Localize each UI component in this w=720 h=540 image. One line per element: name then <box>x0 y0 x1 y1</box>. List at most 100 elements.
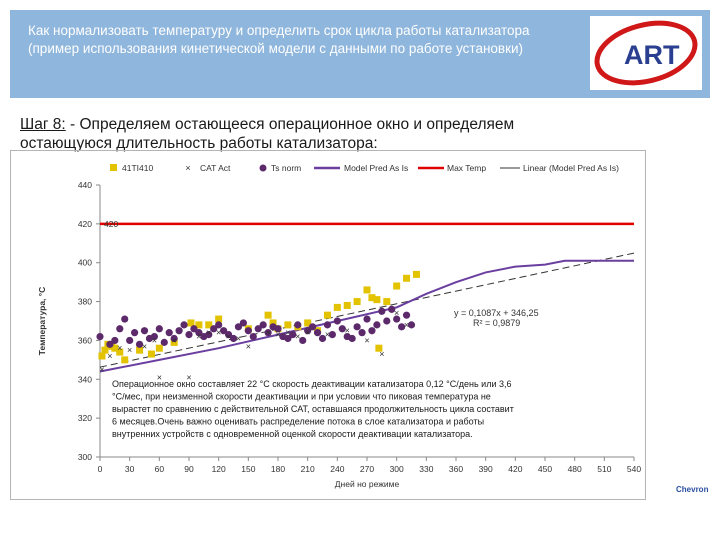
x-tick-label: 0 <box>98 464 103 474</box>
chevron-logo: Chevron <box>676 485 709 494</box>
y-tick-label: 360 <box>78 335 92 345</box>
y-tick-label: 440 <box>78 180 92 190</box>
legend-label-cat-act: CAT Act <box>200 163 231 173</box>
x-tick-label: 450 <box>538 464 552 474</box>
point-ts-norm <box>284 334 292 343</box>
point-ts-norm <box>220 327 228 335</box>
trend-r-squared: R² = 0,9879 <box>473 318 520 328</box>
point-cat-act: × <box>265 328 270 338</box>
point-cat-act: × <box>236 333 241 343</box>
point-ts-norm <box>224 331 233 339</box>
x-tick-label: 510 <box>597 464 611 474</box>
point-ts-norm <box>239 319 247 327</box>
point-ts-norm <box>323 321 332 329</box>
point-41ti410 <box>170 338 178 346</box>
point-ts-norm <box>131 329 139 337</box>
x-tick-label: 390 <box>479 464 493 474</box>
point-cat-act: × <box>99 365 104 375</box>
x-tick-label: 330 <box>419 464 433 474</box>
point-cat-act: × <box>325 330 330 340</box>
point-cat-act: × <box>206 328 211 338</box>
point-41ti410 <box>187 319 195 327</box>
point-cat-act: × <box>226 332 231 342</box>
point-ts-norm <box>309 323 317 331</box>
annotation-line: внутренних устройств с одновременной оце… <box>112 429 473 439</box>
point-cat-act: × <box>196 332 201 342</box>
point-41ti410 <box>116 348 124 356</box>
art-logo: ART <box>590 16 702 90</box>
page-title-line-2: (пример использования кинетической модел… <box>28 41 524 56</box>
point-41ti410 <box>368 294 376 302</box>
point-ts-norm <box>234 323 243 331</box>
legend-label-ts-norm: Ts norm <box>271 163 301 173</box>
point-ts-norm <box>274 325 282 333</box>
point-cat-act: × <box>117 343 122 353</box>
point-ts-norm <box>338 325 346 333</box>
page-title: Как нормализовать температуру и определи… <box>28 22 578 58</box>
legend-label-linear-trend: Linear (Model Pred As Is) <box>523 163 619 173</box>
annotation-line: 6 месяцев.Очень важно оценивать распреде… <box>112 417 484 427</box>
annotation-line: °С/мес, при неизменной скорости деактива… <box>112 392 491 402</box>
point-ts-norm <box>244 327 252 335</box>
point-ts-norm <box>229 334 238 343</box>
point-41ti410 <box>155 344 163 352</box>
point-41ti410 <box>375 344 383 352</box>
point-ts-norm <box>170 334 178 343</box>
legend-marker-cat-act: × <box>185 163 190 173</box>
point-ts-norm <box>348 334 356 343</box>
trend-equation: y = 0,1087x + 346,25 <box>454 308 539 318</box>
x-tick-label: 360 <box>449 464 463 474</box>
point-ts-norm <box>402 311 411 319</box>
logo-text: ART <box>624 40 680 70</box>
point-ts-norm <box>388 305 396 313</box>
point-ts-norm <box>205 331 213 339</box>
point-41ti410 <box>205 321 213 329</box>
point-ts-norm <box>264 329 272 337</box>
x-tick-label: 150 <box>241 464 255 474</box>
y-tick-label: 300 <box>78 452 92 462</box>
x-tick-label: 120 <box>212 464 226 474</box>
step-dash: - <box>65 116 80 133</box>
point-41ti410 <box>98 352 106 360</box>
point-ts-norm <box>259 321 267 329</box>
x-tick-label: 540 <box>627 464 641 474</box>
point-41ti410 <box>333 303 341 311</box>
point-ts-norm <box>304 327 312 335</box>
point-ts-norm <box>254 325 262 333</box>
point-ts-norm <box>111 336 119 345</box>
temperature-chart: 300 320 340 360 380 400 420 440 0 30 60 90 120 150 180… <box>37 163 641 489</box>
model-pred-line <box>99 259 634 373</box>
point-ts-norm <box>135 340 144 348</box>
point-cat-act: × <box>345 326 350 336</box>
point-cat-act: × <box>285 328 290 338</box>
legend-marker-41ti410 <box>110 164 117 171</box>
max-temp-label: 420 <box>104 219 118 229</box>
point-41ti410 <box>403 274 411 282</box>
point-ts-norm <box>363 315 371 323</box>
page-title-line-1: Как нормализовать температуру и определи… <box>28 23 530 38</box>
point-41ti410 <box>136 346 144 354</box>
point-ts-norm <box>180 321 188 329</box>
point-cat-act: × <box>364 335 369 345</box>
point-41ti410 <box>264 311 272 319</box>
legend-label-model-pred: Model Pred As Is <box>344 163 408 173</box>
point-ts-norm <box>249 332 257 341</box>
point-cat-act: × <box>127 345 132 355</box>
x-tick-label: 180 <box>271 464 285 474</box>
y-axis-title: Температура, °C <box>37 287 47 356</box>
point-ts-norm <box>185 331 193 339</box>
x-tick-label: 90 <box>184 464 194 474</box>
point-ts-norm <box>353 323 361 331</box>
point-ts-norm <box>140 327 149 335</box>
y-tick-label: 320 <box>78 413 92 423</box>
point-ts-norm <box>328 331 336 339</box>
x-tick-label: 240 <box>330 464 344 474</box>
point-ts-norm <box>190 325 198 333</box>
legend-label-41ti410: 41TI410 <box>122 163 153 173</box>
point-ts-norm <box>116 325 124 333</box>
point-41ti410 <box>121 356 129 364</box>
point-41ti410 <box>101 346 109 354</box>
x-tick-label: 420 <box>508 464 522 474</box>
x-tick-label: 270 <box>360 464 374 474</box>
point-ts-norm <box>195 329 203 337</box>
